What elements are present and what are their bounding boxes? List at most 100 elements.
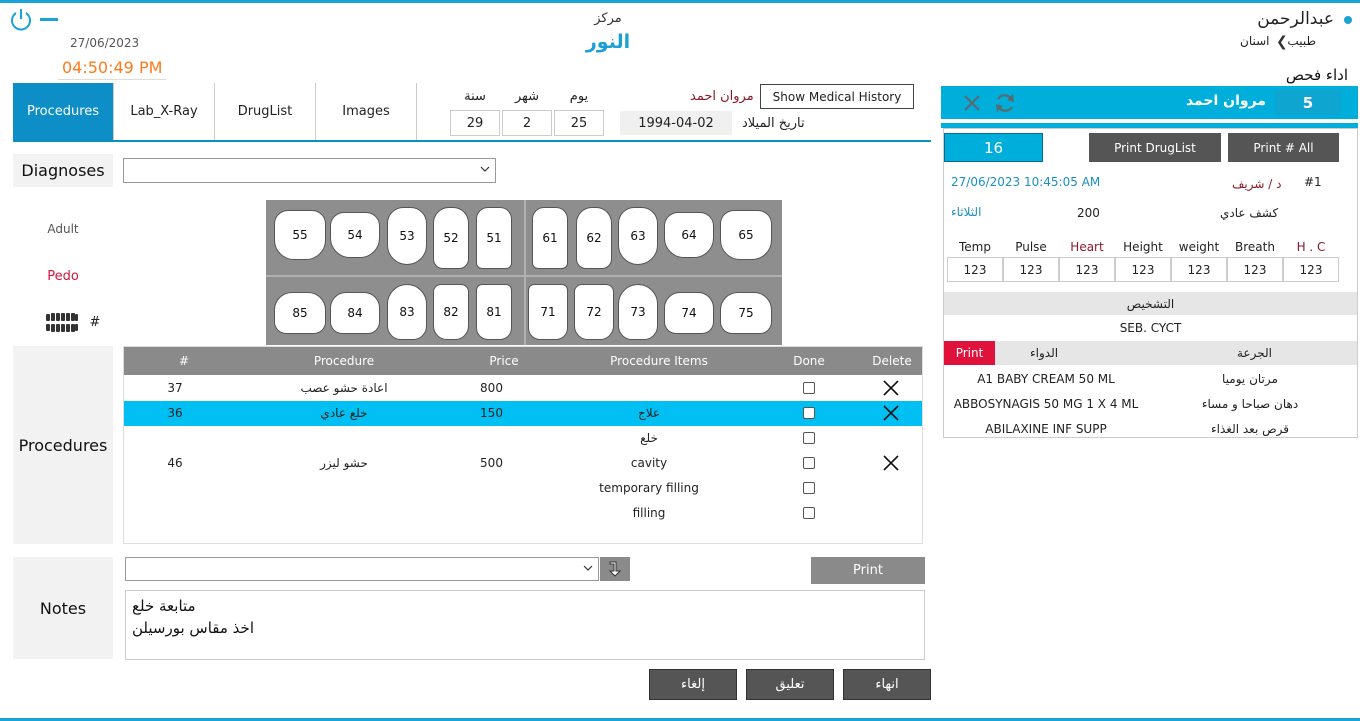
tooth-81[interactable]: 81 [476, 284, 512, 340]
tab-procedures[interactable]: Procedures [13, 83, 114, 140]
visit-datetime: 27/06/2023 10:45:05 AM [951, 175, 1101, 189]
tooth-85[interactable]: 85 [274, 292, 326, 334]
tab-images[interactable]: Images [316, 83, 417, 140]
panel-patient-name: مروان احمد [1185, 93, 1266, 109]
delete-icon[interactable] [881, 453, 901, 473]
vital-label: Temp [959, 240, 991, 254]
col-price: Price [489, 354, 519, 368]
note-line: اخذ مقاس بورسيلن [132, 619, 254, 637]
notes-template-select[interactable] [125, 557, 599, 581]
vital-value: 123 [1227, 257, 1283, 282]
done-checkbox[interactable] [803, 507, 815, 519]
center-label: مركز [594, 11, 622, 26]
vital-label: weight [1178, 240, 1220, 254]
vital-value: 123 [1115, 257, 1171, 282]
tooth-52[interactable]: 52 [433, 207, 469, 269]
cancel-button[interactable]: إلغاء [649, 669, 737, 700]
chart-divider-vertical [524, 200, 526, 345]
tooth-64[interactable]: 64 [664, 212, 714, 258]
diagnosis-value: SEB. CYCT [1119, 321, 1182, 335]
suspend-button[interactable]: تعليق [746, 669, 834, 700]
done-checkbox[interactable] [803, 482, 815, 494]
row-price: 800 [480, 381, 503, 395]
doctor-name: د / شريف [1232, 177, 1282, 191]
visit-index: #1 [1304, 175, 1322, 189]
tooth-65[interactable]: 65 [720, 210, 772, 260]
page-title: اداء فحص [1285, 66, 1348, 84]
close-icon[interactable] [963, 94, 981, 112]
diagnosis-header: التشخيص [944, 292, 1357, 315]
visit-number: 16 [944, 133, 1043, 162]
tooth-71[interactable]: 71 [528, 284, 568, 340]
done-checkbox[interactable] [803, 382, 815, 394]
print-druglist-button[interactable]: Print DrugList [1089, 133, 1221, 162]
pedo-option[interactable]: Pedo [47, 269, 79, 284]
dose-column-label: الجرعة [1237, 346, 1272, 360]
row-number: 36 [167, 406, 183, 420]
delete-icon[interactable] [881, 378, 901, 398]
age-years: 29 [450, 110, 500, 136]
table-row[interactable]: خلع [124, 426, 922, 451]
tooth-62[interactable]: 62 [576, 207, 612, 269]
table-row[interactable]: 46 حشو ليزر 500 cavity [124, 451, 922, 476]
minimize-icon[interactable] [40, 18, 58, 21]
delete-icon[interactable] [881, 403, 901, 423]
birth-date-label: تاريخ الميلاد [742, 116, 805, 131]
table-row[interactable]: temporary filling [124, 476, 922, 501]
bottom-accent-bar [0, 718, 1360, 721]
row-procedure-item: temporary filling [599, 481, 699, 495]
visit-fee: 200 [1077, 206, 1100, 220]
tooth-61[interactable]: 61 [532, 207, 568, 269]
vital-value: 123 [1003, 257, 1059, 282]
done-checkbox[interactable] [803, 407, 815, 419]
vital-label: Heart [1070, 240, 1104, 254]
table-row[interactable]: 36 خلع عادي 150 علاج [124, 401, 922, 426]
row-procedure: اعادة حشو عصب [300, 381, 388, 395]
arrow-down-icon [608, 561, 622, 577]
user-name: عبدالرحمن [1257, 9, 1334, 29]
procedures-label: Procedures [13, 346, 113, 544]
vital-label: Height [1123, 240, 1163, 254]
row-number: 37 [167, 381, 183, 395]
tooth-82[interactable]: 82 [433, 284, 469, 340]
tooth-84[interactable]: 84 [330, 292, 380, 334]
print-all-button[interactable]: Print # All [1228, 133, 1339, 162]
current-time: 04:50:49 PM [58, 58, 167, 80]
druglist-header [944, 341, 1357, 365]
teeth-numbering-icon[interactable] [45, 312, 79, 334]
col-done: Done [793, 354, 825, 368]
drug-dose: دهان صباحا و مساء [1201, 397, 1299, 411]
tab-druglist[interactable]: DrugList [215, 83, 316, 140]
refresh-icon[interactable] [993, 91, 1017, 115]
tooth-83[interactable]: 83 [387, 284, 427, 340]
chevron-down-icon [480, 166, 490, 172]
tooth-75[interactable]: 75 [720, 292, 772, 334]
drug-dose: مرتان يوميا [1222, 372, 1278, 386]
done-checkbox[interactable] [803, 432, 815, 444]
show-medical-history-button[interactable]: Show Medical History [760, 84, 914, 109]
tooth-55[interactable]: 55 [274, 210, 326, 260]
tooth-72[interactable]: 72 [574, 284, 614, 340]
diagnoses-select[interactable] [123, 158, 496, 183]
tab-lab-xray[interactable]: Lab_X-Ray [114, 83, 215, 140]
print-notes-button[interactable]: Print [811, 557, 925, 584]
finish-button[interactable]: انهاء [843, 669, 931, 700]
done-checkbox[interactable] [803, 457, 815, 469]
tooth-54[interactable]: 54 [330, 212, 380, 258]
tooth-63[interactable]: 63 [618, 207, 658, 265]
adult-option[interactable]: Adult [47, 222, 79, 236]
table-row[interactable]: filling [124, 501, 922, 526]
vital-label: Breath [1235, 240, 1275, 254]
power-icon[interactable] [8, 7, 34, 33]
tooth-74[interactable]: 74 [664, 292, 714, 334]
table-row[interactable]: 37 اعادة حشو عصب 800 [124, 376, 922, 401]
drug-dose: قرص بعد الغذاء [1211, 422, 1289, 436]
notes-textarea[interactable]: متابعة خلع اخذ مقاس بورسيلن [125, 590, 925, 660]
tooth-51[interactable]: 51 [476, 207, 512, 269]
insert-note-button[interactable] [600, 557, 630, 581]
print-drug-button[interactable]: Print [944, 341, 995, 365]
tooth-53[interactable]: 53 [387, 207, 427, 265]
month-label: شهر [514, 89, 540, 104]
panel-underline [941, 123, 1358, 128]
tooth-73[interactable]: 73 [618, 284, 658, 340]
